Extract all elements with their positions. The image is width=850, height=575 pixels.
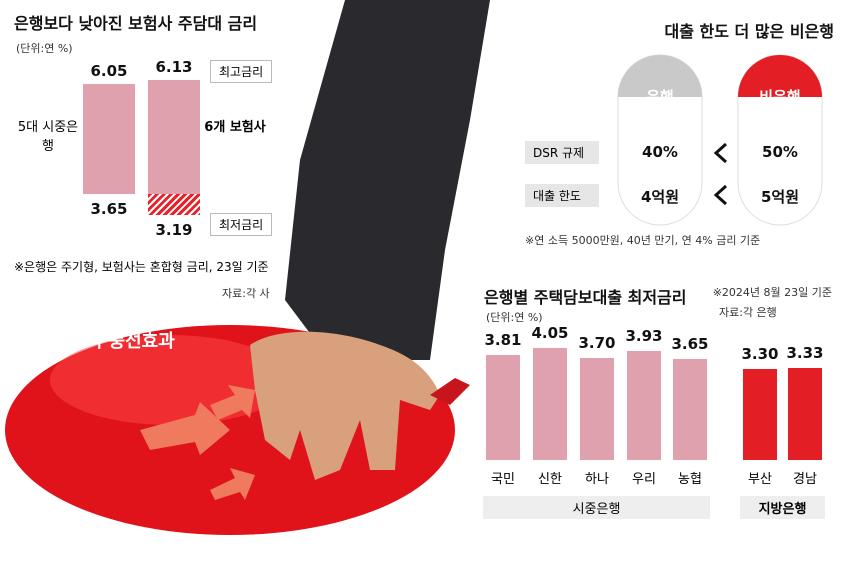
cell: 4억원: [640, 188, 680, 206]
x-tick-label: 농협: [678, 472, 702, 487]
group-label: 지방은행: [740, 496, 825, 519]
x-tick-label: 우리: [632, 472, 656, 487]
source: 자료:각 사: [222, 287, 270, 300]
bar: [673, 359, 707, 460]
range-bar: [83, 83, 135, 194]
hand: [250, 331, 440, 480]
chevron: [713, 142, 728, 164]
value-label: 3.65: [671, 335, 709, 354]
category-pill: 6개 보험사: [203, 112, 267, 164]
value-label: 3.33: [786, 343, 824, 362]
note: ※은행은 주기형, 보험사는 혼합형 금리, 23일 기준: [14, 260, 269, 274]
value-label: 3.30: [741, 344, 779, 363]
balloon-label: 금리 풍선효과: [69, 331, 175, 352]
source: 자료:각 은행: [719, 306, 777, 319]
bar: [486, 354, 520, 460]
chevron: [713, 184, 728, 206]
value-label: 4.05: [531, 324, 569, 342]
column-head: 은행: [646, 88, 674, 106]
x-tick-label: 신한: [538, 472, 562, 487]
legend-label: 최고금리: [210, 60, 273, 83]
category-pill: 5대 시중은행: [16, 112, 80, 164]
note: ※연 소득 5000만원, 40년 만기, 연 4% 금리 기준: [525, 234, 761, 247]
range-bar: [148, 80, 200, 215]
unit: (단위:연 %): [486, 311, 543, 324]
value-label: 3.81: [484, 330, 522, 349]
x-tick-label: 경남: [793, 472, 817, 487]
row-label: 대출 한도: [525, 184, 599, 207]
chart-title: 은행보다 낮아진 보험사 주담대 금리: [14, 14, 258, 33]
cell: 5억원: [760, 188, 800, 206]
value-label: 6.05: [90, 61, 128, 80]
column-head: 비은행: [759, 88, 801, 106]
arrow: [210, 468, 255, 500]
value-label: 3.65: [90, 199, 128, 218]
column-head: [618, 55, 702, 97]
column-head: [738, 55, 822, 97]
comparison-title: 대출 한도 더 많은 비은행: [664, 22, 834, 41]
bar: [743, 368, 777, 460]
chart-title: 은행별 주택담보대출 최저금리: [484, 288, 687, 307]
value-label: 3.93: [625, 327, 663, 346]
x-tick-label: 하나: [585, 472, 609, 487]
group-label: 시중은행: [483, 496, 710, 519]
bar: [627, 351, 661, 460]
date-note: ※2024년 8월 23일 기준: [712, 286, 832, 299]
bar: [533, 348, 567, 460]
bar: [580, 357, 614, 460]
legend-label: 최저금리: [210, 213, 273, 236]
x-tick-label: 국민: [491, 472, 515, 487]
sleeve: [285, 0, 490, 360]
bar: [788, 367, 822, 460]
value-label: 6.13: [155, 58, 193, 76]
lower-range: [148, 193, 200, 215]
value-label: 3.70: [578, 333, 616, 352]
x-tick-label: 부산: [748, 472, 772, 487]
cell: 40%: [642, 143, 678, 161]
arrow: [210, 385, 255, 420]
unit: (단위:연 %): [16, 42, 73, 55]
balloon-knot: [430, 378, 470, 405]
arrow: [140, 402, 230, 455]
value-label: 3.19: [155, 221, 193, 239]
row-label: DSR 규제: [525, 141, 599, 164]
cell: 50%: [762, 143, 798, 161]
